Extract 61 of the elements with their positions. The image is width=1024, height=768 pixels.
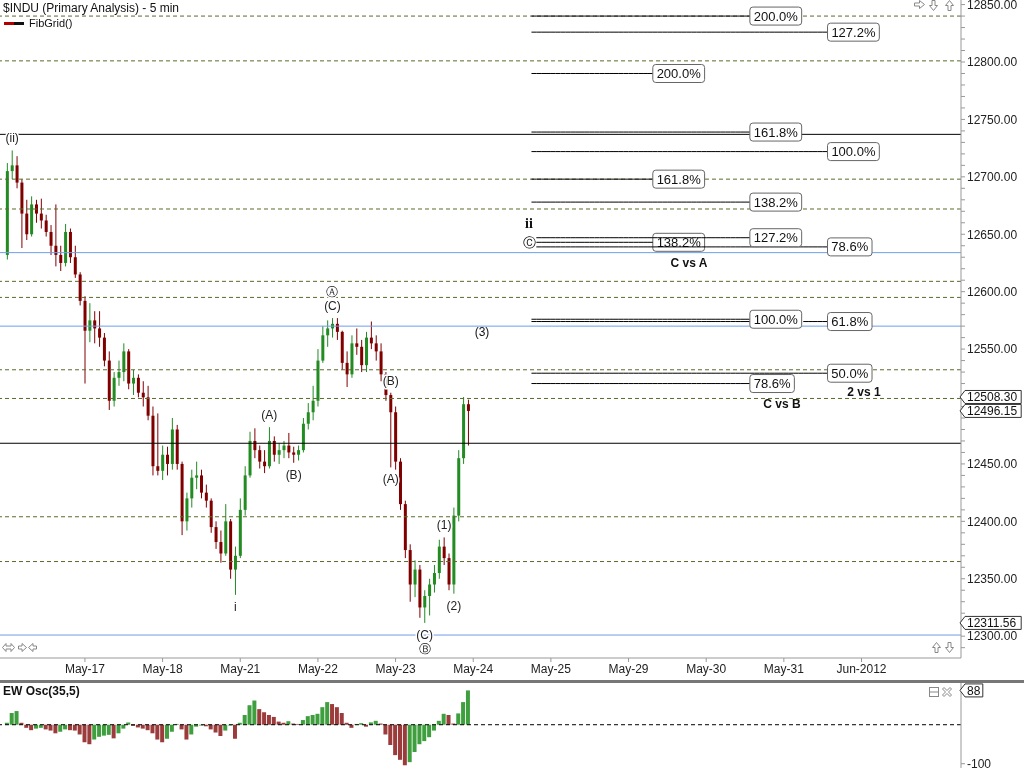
x-tick-label: May-23 <box>375 661 416 676</box>
x-tick-label: May-29 <box>608 661 649 676</box>
annotation: (C) <box>324 299 341 314</box>
annotation: C vs A <box>670 256 708 270</box>
x-tick-label: May-21 <box>220 661 261 676</box>
x-tick-label: May-24 <box>453 661 494 676</box>
series-label: 100.0% <box>753 311 799 327</box>
annotation: Ⓐ <box>326 285 339 300</box>
y-tick-label: 12700.00 <box>967 170 1018 185</box>
series-label: 138.2% <box>656 234 702 250</box>
x-tick-label: May-22 <box>297 661 339 676</box>
x-tick-label: May-31 <box>763 661 805 676</box>
series-label: 200.0% <box>753 8 799 24</box>
y-tick-label: 12650.00 <box>967 227 1018 242</box>
annotation: FibGrid() <box>29 17 73 29</box>
annotation: (B) <box>285 467 302 482</box>
y-tick-label: 12400.00 <box>967 514 1018 529</box>
annotation: 2 vs 1 <box>847 385 881 399</box>
annotation: Ⓑ <box>418 641 431 656</box>
annotation: ii <box>525 216 533 231</box>
annotation: (A) <box>261 408 278 423</box>
y-tick-label: 12750.00 <box>967 112 1018 127</box>
y-tick-label: 88 <box>967 683 981 698</box>
y-tick-label: 12311.56 <box>967 616 1017 631</box>
chart-title: $INDU (Primary Analysis) - 5 min <box>3 1 180 15</box>
y-tick-label: 12550.00 <box>967 342 1018 357</box>
y-tick-label: 12496.15 <box>967 404 1018 419</box>
annotation: (2) <box>446 598 462 613</box>
y-tick-label: 12450.00 <box>967 457 1018 472</box>
series-label: 100.0% <box>831 144 876 160</box>
series-label: 161.8% <box>753 124 799 140</box>
annotation: (3) <box>474 325 490 339</box>
series-label: 127.2% <box>753 230 799 246</box>
y-tick-label: -100 <box>967 756 992 768</box>
y-tick-label: 12850.00 <box>967 0 1018 12</box>
series-label: 200.0% <box>656 65 702 81</box>
annotation: C vs B <box>763 397 801 411</box>
series-label: 78.6% <box>831 239 869 255</box>
chart-title: EW Osc(35,5) <box>3 684 80 698</box>
x-tick-label: Jun-2012 <box>836 661 887 676</box>
x-tick-label: May-18 <box>142 661 183 676</box>
series-label: 78.6% <box>753 376 791 392</box>
x-tick-label: May-25 <box>530 661 572 676</box>
y-tick-label: 12350.00 <box>967 572 1018 587</box>
x-tick-label: May-30 <box>686 661 727 676</box>
series-label: 50.0% <box>831 365 869 381</box>
annotation: (1) <box>436 518 452 533</box>
annotation: (A) <box>382 472 399 487</box>
y-tick-label: 12300.00 <box>967 629 1018 644</box>
series-label: 61.8% <box>831 314 869 330</box>
series-label: 127.2% <box>831 24 876 40</box>
annotation: i <box>234 599 237 614</box>
y-tick-label: 12600.00 <box>967 284 1018 299</box>
series-label: 138.2% <box>753 194 799 210</box>
y-tick-label: 12800.00 <box>967 55 1018 70</box>
x-tick-label: May-17 <box>64 661 106 676</box>
annotation: (ii) <box>5 131 19 146</box>
annotation: (C) <box>416 627 434 642</box>
annotation: Ⓒ <box>522 234 536 250</box>
y-tick-label: 12508.30 <box>967 390 1018 405</box>
series-label: 161.8% <box>656 171 702 187</box>
